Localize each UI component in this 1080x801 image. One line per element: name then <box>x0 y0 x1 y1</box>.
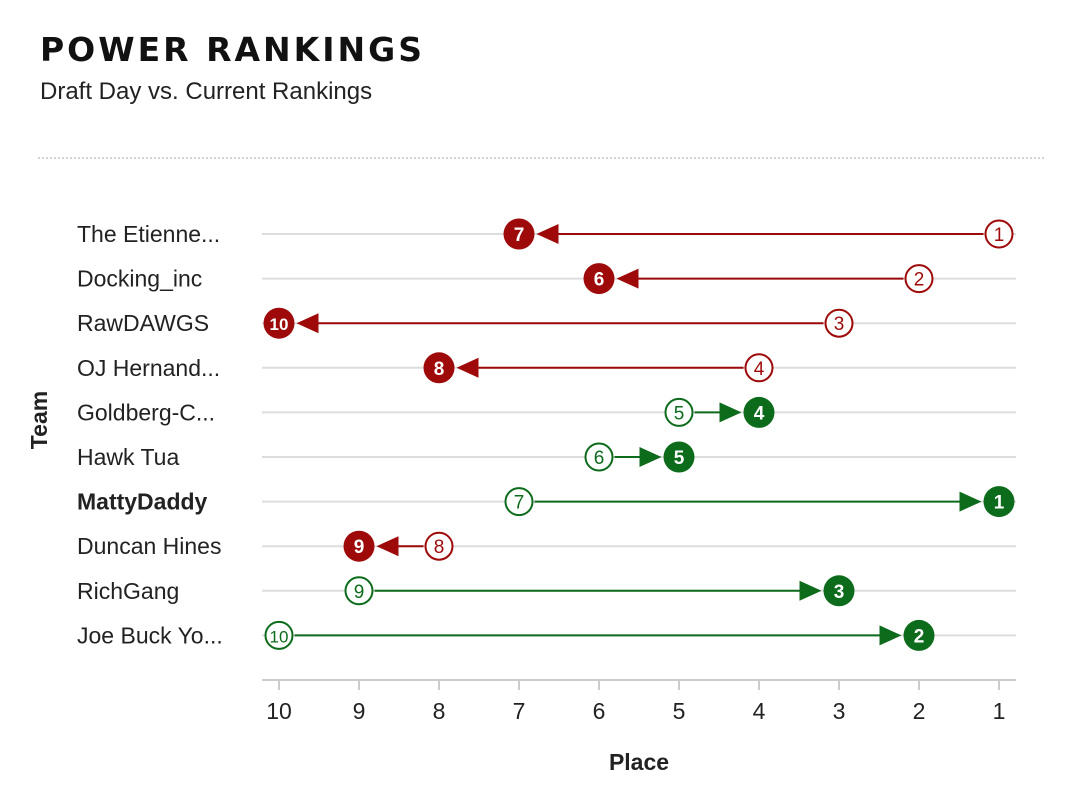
team-label: RawDAWGS <box>77 310 209 336</box>
draft-marker <box>264 620 294 650</box>
team-label: Goldberg-C... <box>77 399 215 425</box>
team-row: Duncan Hines 8 9 <box>77 530 454 562</box>
change-arrowhead <box>616 268 639 289</box>
change-arrowhead <box>799 580 822 601</box>
current-marker <box>583 263 615 295</box>
draft-marker <box>744 353 774 383</box>
current-value-label: 3 <box>834 582 845 603</box>
draft-value-label: 8 <box>434 537 445 558</box>
draft-marker <box>344 576 374 606</box>
current-value-label: 8 <box>434 359 445 380</box>
page-subtitle: Draft Day vs. Current Rankings <box>40 78 373 105</box>
gridlines <box>262 233 1016 637</box>
current-marker <box>903 619 935 651</box>
current-value-label: 6 <box>594 270 605 291</box>
team-label: MattyDaddy <box>77 489 208 515</box>
team-label: Duncan Hines <box>77 533 221 559</box>
current-marker <box>983 486 1015 518</box>
draft-value-label: 7 <box>514 493 525 514</box>
draft-marker <box>984 219 1014 249</box>
team-label: The Etienne... <box>77 221 220 247</box>
x-tick-label: 10 <box>266 698 292 724</box>
draft-value-label: 1 <box>994 225 1005 246</box>
change-arrowhead <box>639 447 662 467</box>
team-row: MattyDaddy 7 1 <box>77 486 1015 518</box>
change-arrowhead <box>959 491 982 512</box>
draft-value-label: 5 <box>674 403 685 424</box>
current-marker <box>343 530 375 562</box>
draft-value-label: 2 <box>914 270 925 291</box>
x-tick-label: 7 <box>513 698 526 724</box>
current-value-label: 2 <box>914 626 925 647</box>
x-tick-label: 2 <box>913 698 926 724</box>
change-arrowhead <box>879 625 902 646</box>
x-tick-label: 8 <box>433 698 446 724</box>
current-value-label: 10 <box>270 315 289 334</box>
x-tick-label: 1 <box>993 698 1006 724</box>
page-title: POWER RANKINGS <box>40 30 425 69</box>
team-label: Docking_inc <box>77 266 202 292</box>
current-marker <box>263 307 295 339</box>
team-label: Joe Buck Yo... <box>77 622 223 648</box>
change-arrowhead <box>376 536 399 557</box>
team-label: Hawk Tua <box>77 444 179 470</box>
team-row: RawDAWGS 3 10 <box>77 307 854 339</box>
draft-marker <box>584 442 614 472</box>
draft-value-label: 3 <box>834 314 845 335</box>
team-row: Goldberg-C... 5 4 <box>77 396 775 428</box>
team-row: RichGang 9 3 <box>77 575 855 607</box>
draft-value-label: 4 <box>754 359 765 380</box>
current-value-label: 4 <box>754 403 765 424</box>
draft-marker <box>504 487 534 517</box>
x-tick-label: 3 <box>833 698 846 724</box>
x-tick-label: 4 <box>753 698 766 724</box>
team-row: Docking_inc 2 6 <box>77 263 934 295</box>
team-row: Hawk Tua 6 5 <box>77 441 695 473</box>
x-tick-label: 6 <box>593 698 606 724</box>
draft-marker <box>904 264 934 294</box>
current-value-label: 7 <box>514 225 525 246</box>
current-marker <box>423 352 455 384</box>
change-arrowhead <box>296 313 319 334</box>
current-marker <box>743 396 775 428</box>
draft-marker <box>824 308 854 338</box>
current-marker <box>663 441 695 473</box>
x-axis-title: Place <box>609 749 669 775</box>
team-label: OJ Hernand... <box>77 355 220 381</box>
current-value-label: 1 <box>994 493 1005 514</box>
x-tick-label: 5 <box>673 698 686 724</box>
current-value-label: 5 <box>674 448 685 469</box>
draft-marker <box>664 397 694 427</box>
draft-value-label: 10 <box>270 627 289 646</box>
x-tick-label: 9 <box>353 698 366 724</box>
y-axis-title: Team <box>26 391 52 449</box>
team-row: OJ Hernand... 4 8 <box>77 352 774 384</box>
current-marker <box>823 575 855 607</box>
draft-marker <box>424 531 454 561</box>
data-rows: The Etienne... 1 7 Docking_inc 2 6 RawDAWGS 3 10… <box>77 218 1015 651</box>
change-arrowhead <box>719 402 742 423</box>
header-divider <box>38 157 1044 159</box>
team-label: RichGang <box>77 578 179 604</box>
x-axis: 10 9 8 7 6 5 4 3 2 1 <box>262 679 1016 724</box>
current-value-label: 9 <box>354 537 365 558</box>
draft-value-label: 6 <box>594 448 605 469</box>
current-marker <box>503 218 535 250</box>
change-arrowhead <box>456 357 479 378</box>
team-row: The Etienne... 1 7 <box>77 218 1014 250</box>
team-row: Joe Buck Yo... 10 2 <box>77 619 935 651</box>
draft-value-label: 9 <box>354 582 365 603</box>
change-arrowhead <box>536 224 559 244</box>
